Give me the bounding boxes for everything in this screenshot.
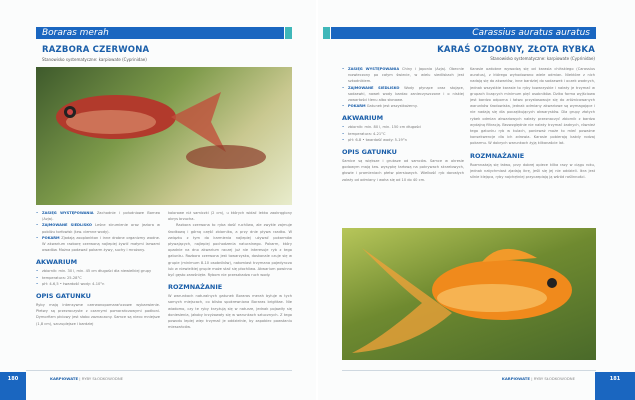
aquarium-item: zbiornik: min. 30 l, min. 45 cm długości… — [36, 268, 160, 274]
footer-divider — [26, 370, 292, 371]
paragraph: Samice są większe i grubsze od samców. S… — [342, 159, 464, 182]
aquarium-heading: AKWARIUM — [36, 258, 78, 267]
species-title: KARAŚ OZDOBNY, ZŁOTA RYBKA — [437, 45, 595, 55]
species-heading: OPIS GATUNKU — [342, 148, 397, 157]
aquarium-item: temperatura: 4-21°C — [342, 131, 464, 137]
species-heading: OPIS GATUNKU — [36, 292, 91, 301]
right-column-2: Karasie ozdobne wywodzą się od karasia c… — [470, 66, 595, 226]
paragraph: Karasie ozdobne wywodzą się od karasia c… — [470, 67, 595, 146]
right-column-1: ZASIĘG WYSTĘPOWANIA Chiny i Japonia (Azj… — [342, 66, 464, 183]
aquarium-heading: AKWARIUM — [342, 114, 384, 123]
latin-name-bar: Carassius auratus auratus — [331, 27, 596, 39]
aquarium-list: zbiornik: min. 30 l, min. 45 cm długości… — [36, 268, 160, 287]
running-footer: KARPIOWATE | RYBY SŁODKOWODNE — [501, 376, 575, 381]
footer-divider — [342, 370, 596, 371]
fact-habitat: ZAJMOWANE SIEDLISKO Leśne strumienie ora… — [36, 222, 160, 234]
razbora-photo — [36, 67, 292, 205]
aquarium-list: zbiornik: min. 80 l, min. 150 cm długośc… — [342, 124, 464, 143]
paragraph: Ryby mają intensywne czerwonopomarańczow… — [36, 303, 160, 326]
page-number: 181 — [595, 372, 635, 400]
fish-illustration — [56, 92, 266, 169]
fish-illustration — [352, 248, 572, 353]
left-page: Boraras merah RAZBORA CZERWONA Stanowisk… — [0, 0, 316, 400]
fact-range: ZASIĘG WYSTĘPOWANIA Chiny i Japonia (Azj… — [342, 66, 464, 85]
fact-food: POKARM Zjadają zooplankton i inne drobne… — [36, 235, 160, 254]
aquarium-item: zbiornik: min. 80 l, min. 150 cm długośc… — [342, 124, 464, 130]
latin-name-bar: Boraras merah — [36, 27, 284, 39]
breeding-heading: ROZMNAŻANIE — [470, 151, 525, 160]
breeding-heading: ROZMNAŻANIE — [168, 283, 223, 292]
systematics: Stanowisko systematyczne: karpiowate (Cy… — [490, 56, 595, 61]
systematics: Stanowisko systematyczne: karpiowate (Cy… — [42, 57, 147, 62]
fact-habitat: ZAJMOWANE SIEDLISKO Wody płynące oraz st… — [342, 85, 464, 104]
goldfish-photo — [342, 228, 596, 360]
right-page: Carassius auratus auratus KARAŚ OZDOBNY,… — [318, 0, 635, 400]
teal-accent — [323, 27, 330, 39]
facts-list: ZASIĘG WYSTĘPOWANIA Chiny i Japonia (Azj… — [342, 66, 464, 110]
paragraph: kolorowe niż samiczki (2 cm), u których … — [168, 211, 292, 222]
aquarium-item: temperatura: 25-28°C — [36, 275, 160, 281]
species-title: RAZBORA CZERWONA — [42, 45, 150, 55]
aquarium-item: pH: 6-8 • twardość wody: 5-19°n — [342, 137, 464, 143]
page-number: 180 — [0, 372, 26, 400]
aquarium-item: pH: 4-6,5 • twardość wody: 4-10°n — [36, 281, 160, 287]
fact-range: ZASIĘG WYSTĘPOWANIA Zachodnie i południo… — [36, 210, 160, 222]
running-footer: KARPIOWATE | RYBY SŁODKOWODNE — [50, 376, 124, 381]
left-column-1: ZASIĘG WYSTĘPOWANIA Zachodnie i południo… — [36, 210, 160, 327]
left-column-2: kolorowe niż samiczki (2 cm), u których … — [168, 210, 292, 330]
paragraph: Rozmnażają się łatwo, przy dobrej opiece… — [470, 162, 595, 180]
fact-food: POKARM Gatunek jest wszystkożerny. — [342, 103, 464, 109]
paragraph: Razbora czerwona to ryba dość ruchliwa, … — [168, 223, 292, 278]
teal-accent — [285, 27, 292, 39]
facts-list: ZASIĘG WYSTĘPOWANIA Zachodnie i południo… — [36, 210, 160, 253]
paragraph: W warunkach naturalnych gatunek Boraras … — [168, 294, 292, 330]
